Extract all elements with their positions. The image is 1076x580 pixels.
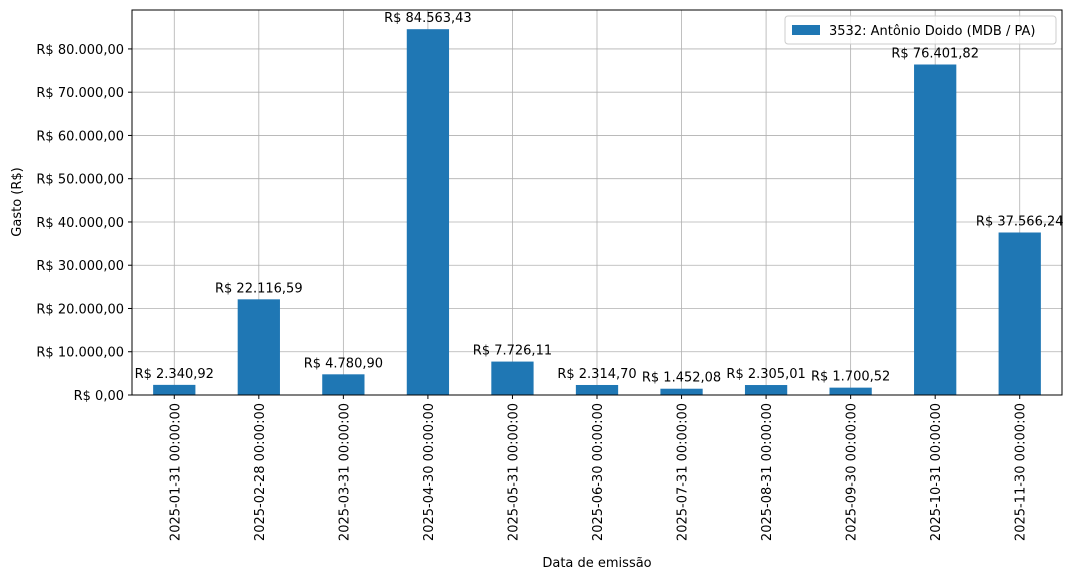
x-tick-label: 2025-07-31 00:00:00 bbox=[676, 403, 691, 541]
value-label: R$ 37.566,24 bbox=[976, 214, 1064, 229]
bar bbox=[998, 232, 1041, 395]
y-tick-label: R$ 20.000,00 bbox=[36, 302, 124, 317]
value-label: R$ 4.780,90 bbox=[304, 356, 383, 371]
x-tick-label: 2025-09-30 00:00:00 bbox=[845, 403, 860, 541]
y-tick-label: R$ 0,00 bbox=[74, 389, 124, 404]
y-tick-label: R$ 40.000,00 bbox=[36, 216, 124, 231]
value-label: R$ 2.305,01 bbox=[726, 367, 805, 382]
x-tick-label: 2025-05-31 00:00:00 bbox=[506, 403, 521, 541]
value-label: R$ 2.340,92 bbox=[135, 367, 214, 382]
x-tick-label: 2025-06-30 00:00:00 bbox=[591, 403, 606, 541]
bar bbox=[153, 384, 196, 395]
y-tick-label: R$ 30.000,00 bbox=[36, 259, 124, 274]
bar bbox=[575, 384, 619, 395]
bar bbox=[491, 361, 534, 395]
y-tick-label: R$ 50.000,00 bbox=[36, 173, 124, 188]
y-tick-label: R$ 80.000,00 bbox=[36, 43, 124, 58]
value-label: R$ 2.314,70 bbox=[557, 367, 636, 382]
x-tick-label: 2025-04-30 00:00:00 bbox=[422, 403, 437, 541]
value-label: R$ 84.563,43 bbox=[384, 11, 472, 26]
y-tick-label: R$ 60.000,00 bbox=[36, 129, 124, 144]
y-tick-label: R$ 10.000,00 bbox=[36, 346, 124, 361]
bar bbox=[829, 387, 872, 395]
x-axis-label: Data de emissão bbox=[542, 556, 651, 571]
legend-swatch bbox=[792, 25, 820, 35]
x-tick-label: 2025-03-31 00:00:00 bbox=[337, 403, 352, 541]
bar bbox=[406, 29, 450, 396]
legend-box bbox=[784, 15, 1057, 45]
bar bbox=[322, 374, 365, 395]
plot-frame bbox=[131, 9, 1063, 396]
x-tick-label: 2025-01-31 00:00:00 bbox=[168, 403, 183, 541]
bar bbox=[660, 388, 703, 395]
value-label: R$ 1.452,08 bbox=[642, 371, 721, 386]
y-tick-label: R$ 70.000,00 bbox=[36, 86, 124, 101]
y-axis-label: Gasto (R$) bbox=[10, 167, 25, 236]
legend-label: 3532: Antônio Doido (MDB / PA) bbox=[829, 24, 1035, 39]
x-tick-label: 2025-02-28 00:00:00 bbox=[253, 403, 268, 541]
x-tick-label: 2025-08-31 00:00:00 bbox=[760, 403, 775, 541]
bar bbox=[237, 299, 280, 395]
bar bbox=[744, 385, 788, 395]
x-tick-label: 2025-11-30 00:00:00 bbox=[1014, 403, 1029, 541]
x-tick-label: 2025-10-31 00:00:00 bbox=[929, 403, 944, 541]
value-label: R$ 76.401,82 bbox=[891, 46, 979, 61]
value-label: R$ 22.116,59 bbox=[215, 281, 303, 296]
value-label: R$ 1.700,52 bbox=[811, 370, 890, 385]
value-label: R$ 7.726,11 bbox=[473, 344, 552, 359]
bar bbox=[914, 64, 957, 395]
